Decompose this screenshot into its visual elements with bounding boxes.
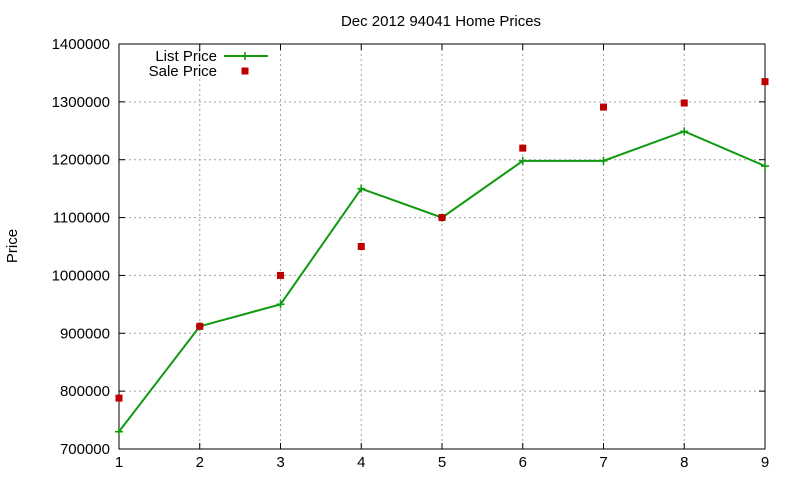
x-tick-label: 9 [761,454,769,471]
list-price-point [115,427,123,436]
legend-marker-list-price [241,52,249,60]
y-tick-label: 800000 [60,383,110,400]
x-tick-label: 5 [438,454,446,471]
grid-lines [119,44,765,449]
list-price-point [518,156,527,165]
y-tick-label: 700000 [60,441,110,458]
sale-price-point [761,78,769,86]
list-price-point [357,184,366,193]
legend: List Price Sale Price [149,48,268,80]
plot-frame [118,43,766,450]
series-layer [115,78,769,436]
y-tick-label: 900000 [60,325,110,342]
y-tick-label: 1300000 [52,94,110,111]
sale-price-point [196,322,204,330]
sale-price-point [438,214,446,222]
y-tick-label: 1000000 [52,267,110,284]
y-axis-label: Price [4,229,21,263]
x-tick-label: 7 [599,454,607,471]
list-price-point [599,156,608,165]
y-axis: 700000 800000 900000 1000000 1100000 1200000 1… [52,36,765,458]
x-tick-label: 1 [115,454,123,471]
x-tick-label: 3 [276,454,284,471]
x-axis: 1 2 3 4 5 6 7 8 9 [115,44,769,471]
sale-price-point [277,271,284,279]
y-tick-label: 1200000 [52,152,110,169]
legend-label-list-price: List Price [155,48,217,65]
x-tick-label: 4 [357,454,365,471]
sale-price-point [357,243,365,250]
sale-price-point [519,144,527,152]
chart-title: Dec 2012 94041 Home Prices [341,13,541,30]
list-price-point [276,300,285,309]
sale-price-point [680,99,688,107]
x-tick-label: 8 [680,454,688,471]
sale-price-point [600,103,607,111]
y-tick-label: 1100000 [53,210,110,227]
sale-price-point [115,394,123,402]
x-tick-label: 2 [196,454,204,471]
legend-label-sale-price: Sale Price [149,63,217,80]
y-tick-label: 1400000 [52,36,110,53]
list-price-point [761,162,769,171]
legend-marker-sale-price [241,67,249,75]
list-price-point [680,127,689,136]
x-tick-label: 6 [519,454,527,471]
series-line-list-price [118,130,766,433]
